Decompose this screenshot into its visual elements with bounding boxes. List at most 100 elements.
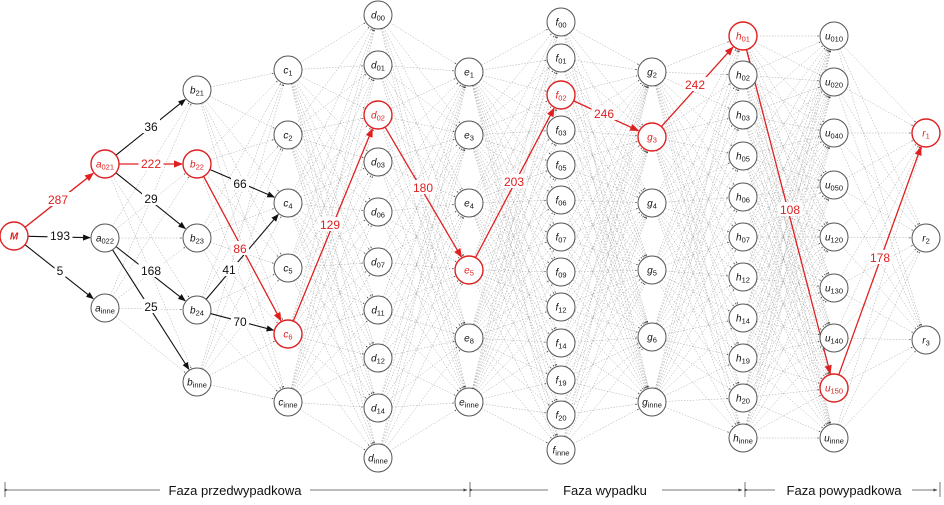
bg-edge-e1-f07	[475, 84, 554, 225]
bg-edge-f19-g6	[573, 343, 639, 375]
bg-edge-b23-c4	[209, 208, 275, 234]
bg-edge-hinne-u010	[745, 50, 832, 425]
bg-edge-hinne-u050	[747, 198, 830, 425]
node-base-f14: f	[555, 339, 559, 350]
node-einne: einne	[454, 387, 484, 417]
bg-edge-c6-d03	[294, 175, 372, 322]
bg-edge-g6-h06	[659, 209, 736, 326]
node-a022: a022	[90, 223, 120, 253]
bg-edge-d06-e3	[388, 144, 458, 204]
node-base-ginne: g	[642, 398, 648, 409]
node-cinne: cinne	[273, 387, 303, 417]
bg-edge-u010-r1	[843, 46, 916, 123]
bg-edge-d01-e3	[388, 73, 458, 127]
bg-edge-f03-g6	[566, 142, 647, 324]
bg-edge-einne-f02	[472, 109, 557, 389]
bg-edge-g6-h19	[665, 339, 729, 355]
bg-edge-f19-ginne	[574, 383, 638, 399]
node-sub-r3: 3	[926, 339, 930, 348]
node-sub-f06: 06	[558, 199, 566, 208]
node-sub-d01: 01	[377, 64, 385, 73]
bg-edge-d01-e1	[391, 65, 455, 72]
node-base-hinne: h	[733, 434, 739, 445]
bg-edge-f03-g3	[574, 130, 638, 137]
node-f09: f09	[546, 257, 576, 287]
node-circle-f07	[546, 222, 576, 252]
bg-edge-e8-f07	[478, 247, 552, 328]
bg-edge-einne-f09	[476, 284, 553, 391]
bg-edge-h06-uinne	[747, 210, 829, 425]
bg-edge-c1-d11	[292, 83, 373, 297]
edge-label-bg-u150-r1	[867, 250, 893, 264]
node-circle-d14	[363, 393, 393, 423]
node-circle-h06	[728, 182, 758, 212]
bg-edge-h12-u140	[754, 284, 822, 330]
bg-edge-f12-g2	[565, 85, 647, 295]
bg-edge-h05-uinne	[747, 169, 830, 424]
node-label-f12: f12	[555, 303, 566, 315]
bg-edge-d07-e3	[385, 147, 461, 251]
node-label-h07: h07	[736, 233, 750, 245]
bg-edge-h12-u040	[750, 145, 827, 266]
node-base-u150: u	[825, 384, 831, 395]
bg-edge-g5-hinne	[658, 282, 737, 425]
bg-edge-c1-d07	[293, 82, 372, 249]
node-c6: c6	[273, 319, 303, 349]
node-label-d02: d02	[371, 111, 385, 123]
node-circle-u050	[819, 170, 849, 200]
bg-edge-u040-r3	[839, 145, 921, 327]
bg-edge-b24-c1	[201, 83, 283, 297]
bg-edge-e4-f06	[482, 199, 547, 203]
node-circle-e3	[454, 120, 484, 150]
bg-edge-h07-u050	[755, 192, 822, 231]
bg-edge-f06-g4	[574, 200, 638, 204]
bg-edge-g4-h06	[665, 197, 729, 203]
bg-edge-h07-uinne	[748, 249, 829, 425]
bg-edge-cinne-dinne	[299, 409, 366, 451]
edge-label-bg-e5-f02	[501, 174, 527, 188]
node-g5: g5	[637, 255, 667, 285]
node-d01: d01	[363, 50, 393, 80]
node-circle-f02	[546, 80, 576, 110]
bg-edge-h02-u010	[755, 41, 821, 70]
node-label-b24: b24	[190, 306, 204, 318]
bg-edge-dinne-e3	[381, 149, 466, 445]
bg-edge-h14-u130	[756, 292, 820, 314]
node-base-u130: u	[825, 284, 831, 295]
bg-edge-f02-g6	[565, 108, 647, 324]
node-base-f09: f	[555, 268, 559, 279]
node-base-u040: u	[825, 129, 831, 140]
bg-edge-g6-h05	[658, 169, 737, 325]
node-label-e4: e4	[464, 199, 474, 211]
node-f05: f05	[546, 150, 576, 180]
node-label-h12: h12	[736, 273, 750, 285]
bg-edge-ginne-h19	[664, 364, 730, 397]
bg-edge-h20-u120	[749, 249, 827, 386]
node-b22: b22	[182, 149, 212, 179]
bg-edge-g5-h12	[665, 270, 729, 277]
bg-edge-d14-einne	[391, 402, 455, 408]
node-label-d12: d12	[371, 354, 385, 366]
node-circle-e4	[454, 188, 484, 218]
node-circle-a022	[90, 223, 120, 253]
bg-edge-h20-u010	[746, 50, 831, 385]
bg-edge-b24-cinne	[206, 319, 278, 392]
node-base-h02: h	[736, 71, 742, 82]
bg-edge-f20-g2	[564, 86, 649, 402]
edge-label-bg-g3-h01	[682, 77, 708, 91]
node-circle-c5	[273, 253, 303, 283]
node-u020: u020	[819, 67, 849, 97]
bg-edge-g4-h20	[657, 215, 737, 385]
bg-edge-f14-g5	[571, 279, 641, 335]
node-sub-d07: 07	[377, 261, 385, 270]
bg-edge-d06-einne	[383, 224, 463, 389]
node-u140: u140	[819, 323, 849, 353]
bg-edge-uinne-r3	[843, 350, 916, 428]
node-label-f07: f07	[555, 233, 566, 245]
node-base-f07: f	[555, 233, 559, 244]
node-base-b23: b	[190, 234, 196, 245]
node-sub-c1: 1	[288, 69, 292, 78]
bg-edge-c5-dinne	[293, 280, 372, 445]
node-f14: f14	[546, 328, 576, 358]
node-base-g2: g	[647, 68, 653, 79]
